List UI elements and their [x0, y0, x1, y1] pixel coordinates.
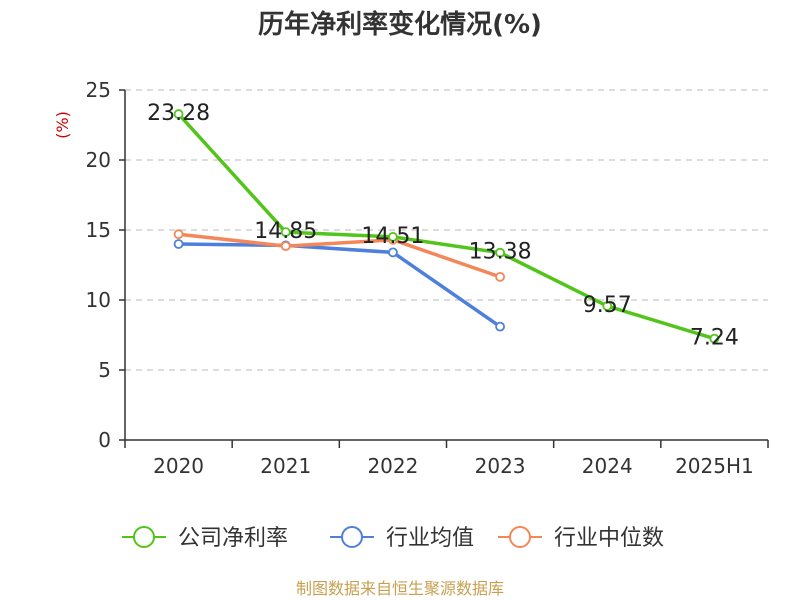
series-layer: [173, 109, 720, 344]
series-line-0: [177, 112, 715, 341]
legend-label: 行业均值: [386, 526, 474, 551]
data-point: [173, 239, 184, 249]
data-point: [709, 333, 720, 344]
legend-marker: [341, 526, 363, 548]
source-footer: 制图数据来自恒生聚源数据库: [296, 579, 504, 598]
y-tick-label: 0: [98, 428, 111, 452]
data-point: [495, 321, 505, 332]
data-point: [173, 229, 184, 240]
data-point: [280, 227, 291, 238]
x-tick-label: 2025H1: [675, 454, 754, 478]
legend: 公司净利率 行业均值 行业中位数: [122, 526, 664, 551]
x-tick-label: 2024: [582, 454, 633, 478]
legend-label: 行业中位数: [554, 526, 664, 551]
y-tick-label: 20: [86, 148, 111, 172]
chart-title: 历年净利率变化情况(%): [258, 9, 542, 40]
x-tick-label: 2020: [153, 454, 204, 478]
legend-marker: [133, 526, 155, 548]
data-label: 9.57: [583, 293, 632, 318]
data-point: [388, 247, 398, 258]
grid-layer: [125, 89, 768, 371]
data-label: 7.24: [690, 326, 739, 351]
data-point: [495, 271, 505, 282]
data-point: [173, 109, 184, 119]
data-point: [280, 241, 291, 252]
data-label: 23.28: [147, 101, 210, 126]
data-point: [388, 231, 398, 242]
x-tick-label: 2023: [475, 454, 526, 478]
y-axis-unit-label: (%): [53, 111, 72, 139]
data-point: [495, 247, 505, 258]
y-tick-label: 25: [86, 78, 111, 102]
data-label: 14.85: [254, 219, 317, 244]
y-tick-label: 15: [86, 218, 111, 242]
series-line-1: [178, 242, 502, 329]
series-line-2: [178, 232, 501, 279]
data-label-layer: 23.28 14.85 14.51 13.38 9.57 7.24: [147, 101, 739, 351]
x-tick-label: 2021: [260, 454, 311, 478]
data-label: 13.38: [469, 240, 532, 265]
legend-marker: [509, 526, 531, 548]
data-label: 14.51: [361, 224, 424, 249]
x-tick-label: 2022: [367, 454, 418, 478]
axis-layer: 0 5 10 15 20 25 2020 2021 2022 2023 2024 2025H1: [86, 78, 769, 478]
y-tick-label: 10: [86, 288, 111, 312]
y-tick-label: 5: [98, 358, 111, 382]
data-point: [602, 301, 613, 311]
legend-label: 公司净利率: [178, 526, 288, 551]
